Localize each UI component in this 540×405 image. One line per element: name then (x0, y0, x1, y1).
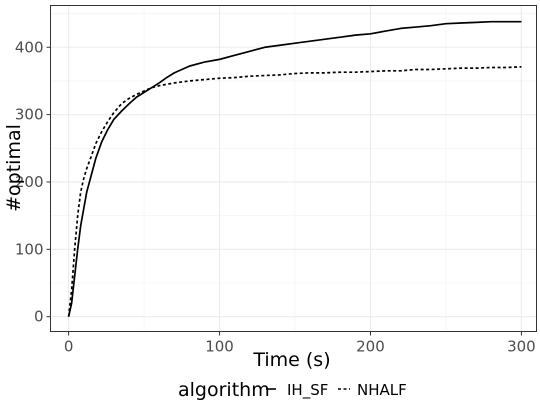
x-axis-title: Time (s) (252, 349, 330, 371)
plot-panel (50, 5, 537, 332)
legend-label-ih-sf: IH_SF (287, 381, 328, 400)
x-tick-label: 200 (356, 338, 385, 356)
minor-gridlines (50, 5, 537, 332)
x-tick-label: 0 (64, 338, 74, 356)
major-gridlines (50, 5, 537, 332)
x-tick-label: 300 (507, 338, 536, 356)
y-axis-title: #optimal (3, 124, 25, 212)
series-line-nhalf (67, 65, 522, 317)
legend: algorithm IH_SF NHALF (178, 379, 407, 401)
y-tick-label: 100 (15, 240, 44, 258)
x-axis-ticks: 0 100 200 300 (64, 331, 536, 356)
series-line-ih-sf (67, 20, 522, 317)
plot-border (50, 5, 537, 332)
x-tick-label: 100 (205, 338, 234, 356)
y-tick-label: 0 (34, 308, 44, 326)
y-tick-label: 200 (15, 173, 44, 191)
y-axis-ticks: 0 100 200 300 400 (15, 38, 51, 326)
y-tick-label: 300 (15, 106, 44, 124)
y-tick-label: 400 (15, 38, 44, 56)
legend-title: algorithm (178, 379, 270, 401)
series-layer (67, 20, 522, 317)
legend-label-nhalf: NHALF (357, 381, 407, 399)
